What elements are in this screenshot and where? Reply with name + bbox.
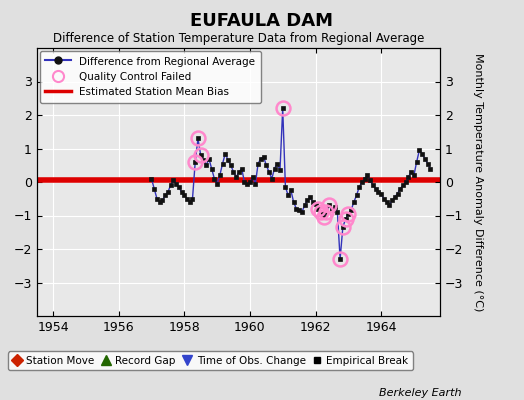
Text: Berkeley Earth: Berkeley Earth bbox=[379, 388, 461, 398]
Text: EUFAULA DAM: EUFAULA DAM bbox=[191, 12, 333, 30]
Legend: Station Move, Record Gap, Time of Obs. Change, Empirical Break: Station Move, Record Gap, Time of Obs. C… bbox=[7, 352, 413, 370]
Title: Difference of Station Temperature Data from Regional Average: Difference of Station Temperature Data f… bbox=[53, 32, 424, 46]
Y-axis label: Monthly Temperature Anomaly Difference (°C): Monthly Temperature Anomaly Difference (… bbox=[473, 53, 483, 311]
